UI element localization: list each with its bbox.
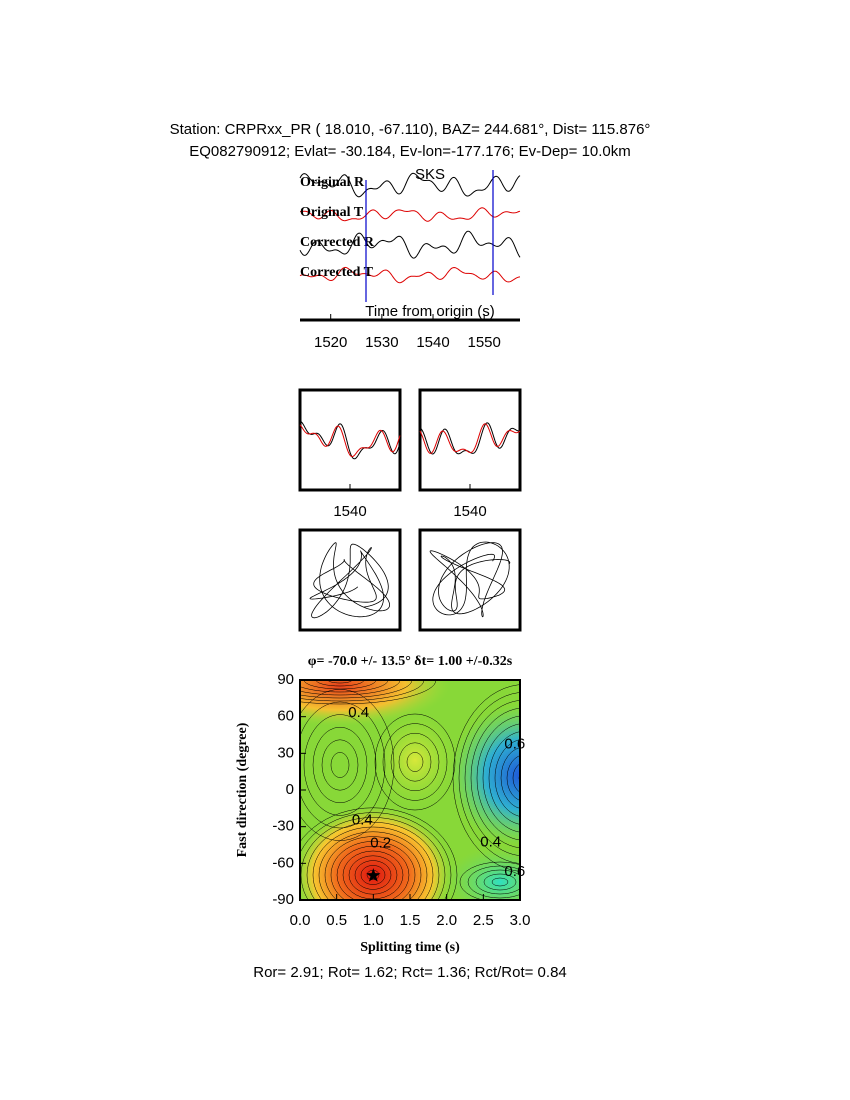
contour-line: [324, 836, 422, 900]
footer: Ror= 2.91; Rot= 1.62; Rct= 1.36; Rct/Rot…: [253, 964, 567, 981]
contour-line: [476, 715, 520, 841]
panel-frame: [298, 388, 402, 492]
waveform: [419, 423, 521, 454]
contour-line: [306, 821, 440, 900]
best-fit-star: [366, 868, 381, 882]
contour-line: [494, 739, 520, 817]
x-tick-label: 1540: [333, 503, 366, 520]
x-tick-label: 1530: [365, 334, 398, 351]
contour-line: [475, 869, 520, 895]
contour-line: [506, 755, 520, 801]
waveform: [299, 266, 521, 284]
y-tick-label: -90: [272, 891, 294, 908]
contour-label: 0.6: [504, 736, 525, 753]
contour-line: [300, 680, 425, 702]
chart-title: φ= -70.0 +/- 13.5° δt= 1.00 +/-0.32s: [308, 654, 513, 669]
contour-line: [374, 713, 456, 811]
contour-label: 0.4: [480, 834, 501, 851]
phase-label: SKS: [415, 166, 445, 183]
x-tick-label: 1520: [314, 334, 347, 351]
y-tick-label: 30: [277, 744, 294, 761]
x-axis-label: Splitting time (s): [360, 940, 460, 955]
x-tick-label: 1.0: [363, 912, 384, 929]
contour-line: [360, 865, 386, 885]
contour-line: [459, 861, 520, 900]
particle-motion: [309, 542, 391, 619]
contour-line: [464, 700, 520, 856]
contour-line: [406, 752, 424, 772]
trace-label: Corrected R: [300, 235, 375, 250]
contour-label: 0.4: [352, 812, 373, 829]
waveform: [300, 207, 521, 222]
y-tick-label: 90: [277, 671, 294, 688]
trace-label: Corrected T: [300, 265, 374, 280]
contour-line: [483, 873, 517, 891]
x-tick-label: 2.0: [436, 912, 457, 929]
particle-motion: [429, 541, 511, 618]
waveform: [419, 422, 521, 455]
contour-line: [354, 860, 392, 890]
contour-line: [300, 812, 452, 900]
contour-line: [300, 701, 386, 829]
contour-line: [315, 680, 365, 687]
x-tick-label: 1540: [416, 334, 449, 351]
contour-field: [300, 680, 520, 900]
x-tick-label: 3.0: [510, 912, 531, 929]
contour-line: [300, 680, 389, 693]
contour-label: 0.6: [504, 863, 525, 880]
x-tick-label: 2.5: [473, 912, 494, 929]
x-axis-label: Time from origin (s): [365, 303, 494, 320]
contour-line: [482, 723, 520, 833]
y-tick-label: -60: [272, 854, 294, 871]
waveform: [299, 172, 521, 198]
contour-line: [327, 680, 353, 684]
contour-line: [300, 689, 395, 841]
contour-line: [382, 723, 448, 801]
x-tick-label: 0.5: [326, 912, 347, 929]
y-tick-label: -30: [272, 818, 294, 835]
y-tick-label: 0: [286, 781, 294, 798]
contour-line: [491, 877, 509, 887]
contour-label: 0.2: [370, 835, 391, 852]
x-tick-label: 0.0: [290, 912, 311, 929]
contour-line: [312, 826, 434, 900]
waveform: [299, 424, 401, 458]
contour-line: [318, 831, 428, 900]
contour-line: [300, 680, 413, 699]
contour-line: [488, 731, 520, 825]
trace-label: Original R: [300, 175, 365, 190]
contour-line: [470, 707, 520, 849]
contour-line: [467, 865, 520, 899]
contour-line: [500, 747, 520, 809]
contour-label: 0.4: [348, 704, 369, 721]
header-line: EQ082790912; Evlat= -30.184, Ev-lon=-177…: [189, 143, 631, 160]
contour-line: [321, 739, 359, 791]
waveform: [299, 420, 401, 460]
contour-line: [390, 732, 440, 792]
y-tick-label: 60: [277, 708, 294, 725]
contour-line: [458, 692, 520, 864]
contour-line: [300, 680, 401, 696]
contour-line: [303, 680, 377, 690]
contour-line: [336, 845, 410, 900]
x-tick-label: 1540: [453, 503, 486, 520]
header-line: Station: CRPRxx_PR ( 18.010, -67.110), B…: [170, 121, 651, 138]
contour-line: [512, 763, 520, 793]
contour-line: [398, 742, 432, 782]
contour-line: [300, 680, 437, 705]
contour-line: [330, 752, 350, 778]
contour-line: [330, 841, 416, 900]
x-tick-label: 1.5: [400, 912, 421, 929]
trace-label: Original T: [300, 205, 364, 220]
contour-line: [303, 714, 377, 816]
waveform: [299, 230, 521, 259]
panel-frame: [418, 528, 522, 632]
y-axis-label: Fast direction (degree): [235, 722, 250, 857]
panel-frame: [298, 528, 402, 632]
x-tick-label: 1550: [467, 334, 500, 351]
contour-line: [312, 726, 368, 804]
